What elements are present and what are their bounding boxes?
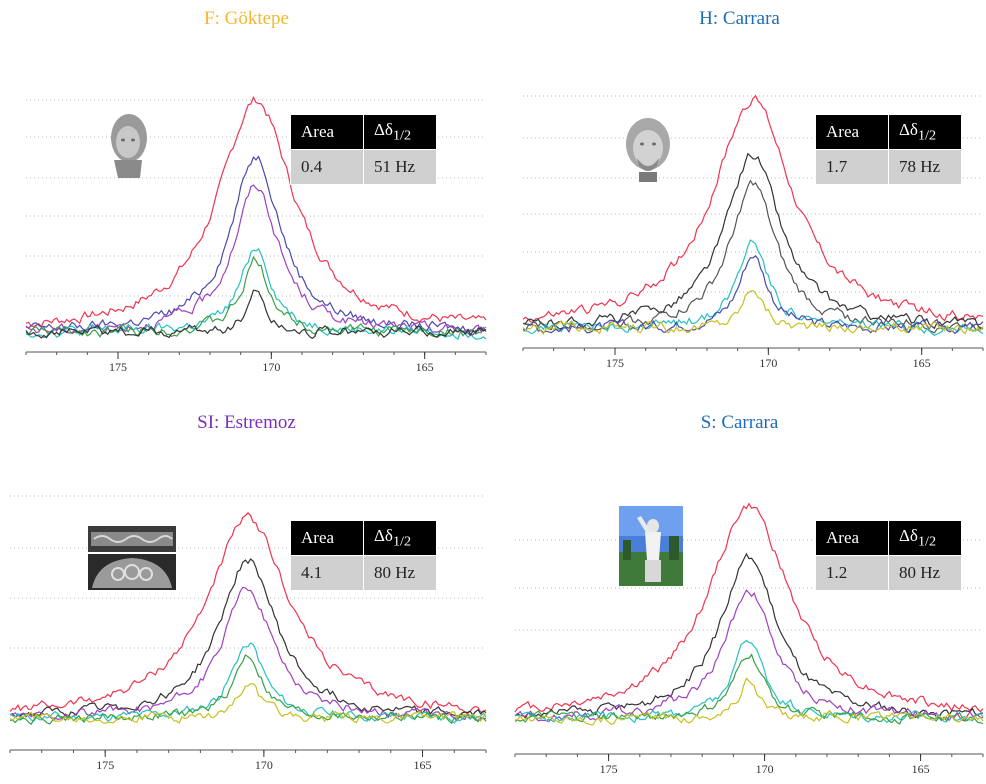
spectrum-plot: 175 170 165: [522, 94, 984, 370]
spectrum-series: [522, 94, 984, 323]
stats-table: Area Δδ1/2 4.1 80 Hz: [290, 520, 437, 591]
width-header: Δδ1/2: [363, 520, 437, 556]
spectrum-series: [9, 586, 487, 722]
x-tick-label: 170: [255, 758, 273, 772]
width-value: 78 Hz: [888, 149, 962, 185]
x-tick-label: 175: [109, 360, 127, 374]
width-value: 80 Hz: [888, 555, 962, 591]
panel-title: F: Göktepe: [204, 8, 289, 29]
spectrum-series: [25, 95, 487, 328]
spectrum-series: [9, 654, 487, 725]
x-tick-label: 170: [756, 762, 774, 776]
x-tick-label: 170: [759, 356, 777, 370]
spectrum-series: [25, 289, 487, 340]
spectrum-series: [514, 589, 984, 723]
spectrum-series: [514, 653, 984, 725]
sarcophagus-relief-icon: [88, 526, 176, 590]
bearded-head-icon: [623, 114, 673, 184]
x-tick-label: 175: [600, 762, 618, 776]
x-tick-label: 170: [262, 360, 280, 374]
spectrum-series: [9, 512, 487, 715]
x-tick-label: 165: [416, 360, 434, 374]
panel-title: SI: Estremoz: [197, 412, 296, 433]
chart-panel-goktepe: 175 170 165 F: Göktepe Area Δδ1/2 0.4 51 H…: [0, 0, 493, 392]
area-header: Area: [290, 520, 364, 556]
spectrum-series: [522, 289, 984, 336]
spectrum-series: [522, 254, 984, 335]
spectrum-series: [522, 152, 984, 330]
spectrum-plot: 175 170 165: [25, 95, 487, 374]
spectrum-series: [514, 639, 984, 724]
spectrum-series: [514, 677, 984, 726]
spectrum-series: [25, 155, 487, 337]
stats-table: Area Δδ1/2 1.2 80 Hz: [815, 520, 962, 591]
statue-outdoor-icon: [619, 506, 683, 586]
chart-panel-estremoz: 175 170 165 SI: Estremoz Area Δδ1/2 4.1 80…: [0, 392, 493, 784]
spectrum-series: [522, 179, 984, 334]
chart-panel-carrara-h: 175 170 165 H: Carrara Area Δδ1/2 1.7 78 H…: [493, 0, 986, 392]
area-value: 0.4: [290, 149, 364, 185]
marble-head-icon: [106, 108, 152, 180]
width-header: Δδ1/2: [363, 114, 437, 150]
stats-table: Area Δδ1/2 0.4 51 Hz: [290, 114, 437, 185]
spectrum-series: [9, 558, 487, 719]
stats-table: Area Δδ1/2 1.7 78 Hz: [815, 114, 962, 185]
width-value: 51 Hz: [363, 149, 437, 185]
spectrum-series: [9, 642, 487, 724]
x-tick-label: 175: [606, 356, 624, 370]
spectrum-series: [522, 239, 984, 336]
area-header: Area: [815, 114, 889, 150]
width-header: Δδ1/2: [888, 114, 962, 150]
x-tick-label: 175: [96, 758, 114, 772]
spectrum-plot: 175 170 165: [514, 502, 984, 776]
width-value: 80 Hz: [363, 555, 437, 591]
area-value: 1.7: [815, 149, 889, 185]
spectrum-series: [25, 184, 487, 335]
x-tick-label: 165: [913, 356, 931, 370]
panel-title: H: Carrara: [699, 8, 780, 29]
spectrum-series: [25, 255, 487, 338]
width-header: Δδ1/2: [888, 520, 962, 556]
x-tick-label: 165: [414, 758, 432, 772]
panel-title: S: Carrara: [700, 412, 779, 433]
x-tick-label: 165: [912, 762, 930, 776]
area-value: 4.1: [290, 555, 364, 591]
area-header: Area: [290, 114, 364, 150]
spectrum-series: [9, 683, 487, 724]
chart-panel-carrara-s: 175 170 165 S: Carrara Area Δδ1/2 1.2 80 H…: [493, 392, 986, 784]
spectrum-series: [514, 502, 984, 713]
area-value: 1.2: [815, 555, 889, 591]
area-header: Area: [815, 520, 889, 556]
